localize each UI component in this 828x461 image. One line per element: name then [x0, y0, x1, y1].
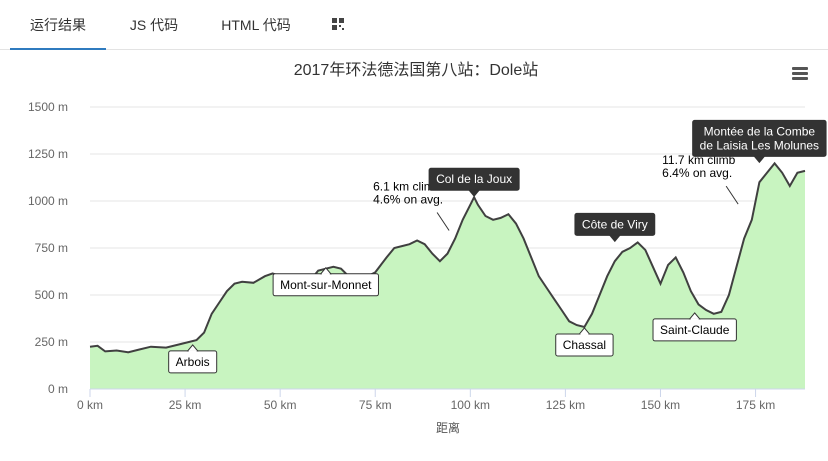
y-tick-label: 750 m: [35, 241, 68, 255]
annotation-label: Mont-sur-Monnet: [272, 267, 379, 297]
annotation-text: Mont-sur-Monnet: [280, 278, 372, 292]
x-tick-label: 150 km: [641, 398, 680, 412]
chart-container: 2017年环法德法国第八站：Dole站 0 m 250 m 500 m 750 m 10…: [0, 50, 828, 456]
x-tick-label: 75 km: [359, 398, 392, 412]
chart-title: 2017年环法德法国第八站：Dole站: [294, 61, 539, 79]
tab-bar: 运行结果 JS 代码 HTML 代码: [0, 0, 828, 50]
hamburger-menu-icon[interactable]: [790, 66, 810, 80]
climb-note: 6.1 km climb 4.6% on avg.: [373, 179, 443, 206]
tab-js-code[interactable]: JS 代码: [129, 17, 179, 33]
x-tick-label: 0 km: [77, 398, 103, 412]
annotation-label: Chassal: [555, 327, 614, 357]
qr-code-icon[interactable]: [332, 18, 344, 30]
annotation-label: Arbois: [168, 344, 218, 374]
y-tick-label: 1250 m: [28, 147, 68, 161]
y-tick-label: 1500 m: [28, 100, 68, 114]
y-tick-label: 0 m: [48, 382, 68, 396]
elevation-line[interactable]: [89, 161, 806, 354]
y-tick-label: 500 m: [35, 288, 68, 302]
climb-note-connector: [725, 185, 739, 205]
annotation-label: Col de la Joux: [428, 167, 520, 198]
x-tick-label: 25 km: [169, 398, 202, 412]
annotation-text: Chassal: [563, 338, 606, 352]
x-tick-label: 50 km: [264, 398, 297, 412]
tab-html-code[interactable]: HTML 代码: [221, 17, 291, 33]
annotation-text: Arbois: [176, 355, 210, 369]
annotation-label: Montée de la Combe de Laisia Les Molunes: [692, 119, 827, 164]
annotation-label: Saint-Claude: [652, 312, 737, 342]
elevation-area: [90, 163, 805, 389]
x-tick-label: 125 km: [546, 398, 585, 412]
elevation-chart: 2017年环法德法国第八站：Dole站 0 m 250 m 500 m 750 m 10…: [28, 61, 827, 435]
climb-note: 11.7 km climb 6.4% on avg.: [662, 153, 735, 180]
tab-result[interactable]: 运行结果: [10, 0, 106, 50]
climb-note-connector: [436, 212, 450, 231]
y-tick-label: 250 m: [35, 335, 68, 349]
x-axis-title: 距离: [436, 420, 460, 435]
y-tick-label: 1000 m: [28, 194, 68, 208]
annotation-text: Col de la Joux: [436, 172, 512, 186]
x-tick-label: 100 km: [451, 398, 490, 412]
annotation-text: Côte de Viry: [582, 217, 648, 231]
annotation-text: Saint-Claude: [660, 323, 730, 337]
annotation-label: Côte de Viry: [574, 212, 656, 243]
x-tick-label: 175 km: [736, 398, 775, 412]
annotation-text: Montée de la Combe de Laisia Les Molunes: [700, 124, 819, 152]
